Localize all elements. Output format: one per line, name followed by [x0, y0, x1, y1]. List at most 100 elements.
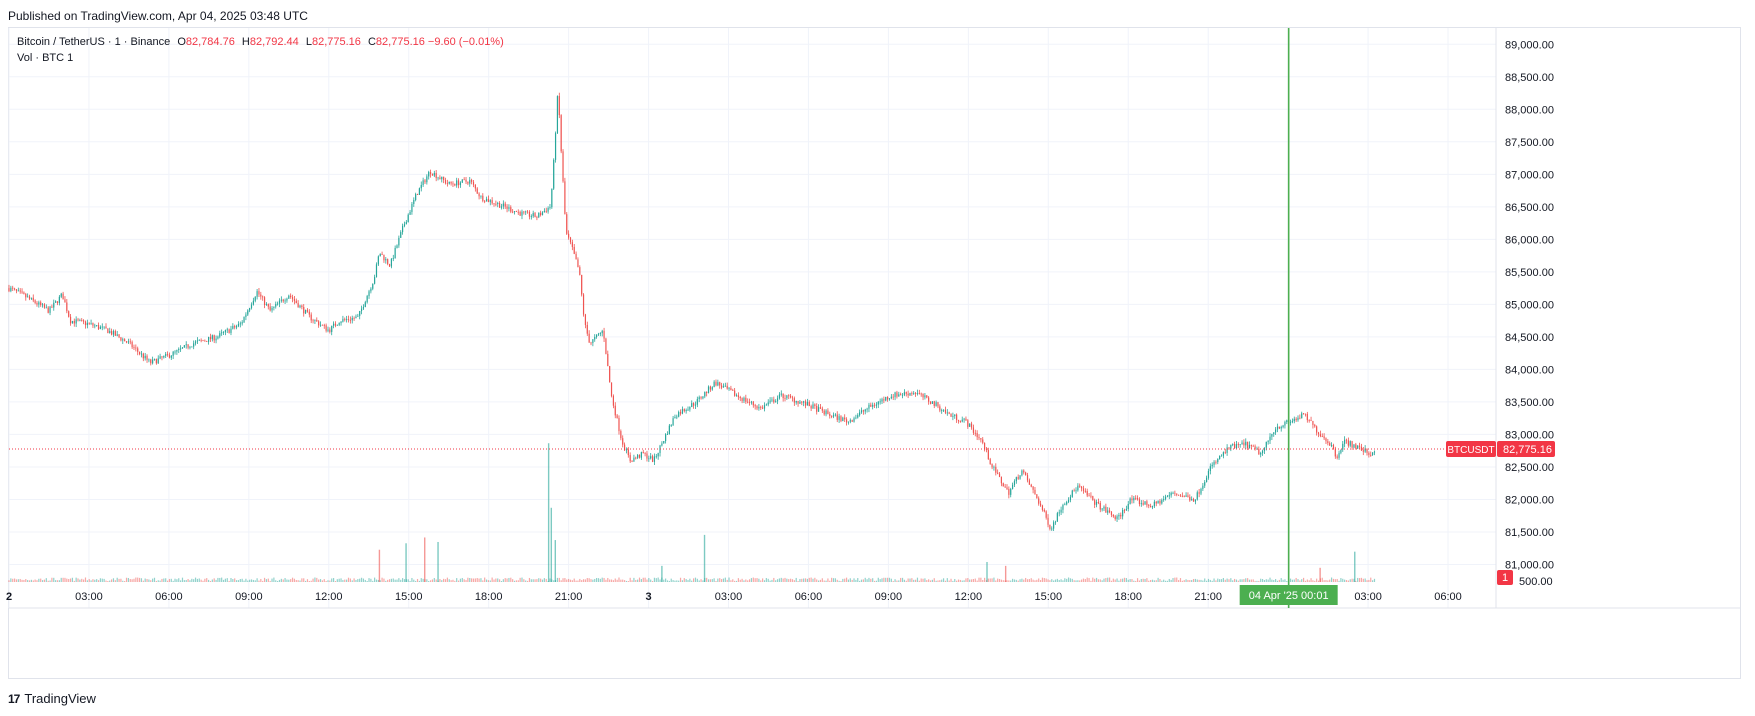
volume-bar [776, 579, 779, 582]
candle-body [560, 115, 562, 152]
volume-bar [334, 581, 337, 582]
candle-body [814, 404, 816, 407]
volume-bar [836, 579, 838, 582]
candle-body [84, 321, 87, 326]
volume-bar [12, 578, 14, 582]
volume-bar [284, 578, 286, 582]
volume-bar [665, 578, 667, 582]
price-tick-label: 86,000.00 [1505, 234, 1554, 246]
candle-body [646, 453, 648, 459]
candle-body [791, 397, 794, 399]
candle-body [676, 416, 678, 418]
candle-body [1178, 494, 1180, 496]
footer-brand[interactable]: 17 TradingView [8, 691, 96, 706]
volume-bar [670, 578, 672, 582]
candle-body [463, 179, 465, 181]
volume-bar [1094, 578, 1096, 582]
volume-bar [172, 580, 174, 582]
volume-bar [168, 578, 171, 582]
volume-bar [194, 577, 197, 582]
volume-bar [1198, 579, 1200, 582]
candle-body [706, 391, 708, 393]
candle-body [1205, 477, 1208, 483]
candle-body [109, 331, 111, 334]
volume-bar [15, 579, 18, 582]
volume-bar [1150, 580, 1152, 582]
volume-bar [222, 579, 225, 582]
candle-body [1344, 439, 1346, 444]
volume-bar [489, 580, 491, 582]
candle-body [260, 294, 262, 297]
volume-bar [720, 579, 723, 582]
volume-value: 1 [67, 52, 74, 64]
volume-bar [519, 577, 521, 582]
candle-body [81, 320, 83, 321]
candle-body [562, 151, 564, 182]
candle-body [819, 407, 822, 409]
volume-bar [637, 579, 639, 582]
candle-body [670, 425, 672, 426]
symbol-label[interactable]: Bitcoin / TetherUS · 1 · Binance [17, 36, 171, 48]
candle-body [273, 306, 275, 308]
volume-bar [297, 580, 299, 582]
volume-bar [493, 579, 495, 582]
candle-body [446, 183, 448, 185]
volume-spike [405, 543, 407, 582]
candle-body [993, 466, 995, 468]
time-tick-label: 03:00 [1354, 591, 1382, 603]
volume-bar [90, 580, 92, 582]
volume-bar [181, 577, 184, 582]
volume-bar [69, 578, 72, 582]
volume-bar [1275, 579, 1277, 582]
volume-bar [243, 580, 245, 582]
volume-bar [344, 579, 346, 582]
candle-body [924, 395, 926, 398]
candle-body [170, 355, 172, 358]
volume-bar [957, 579, 960, 582]
candle-body [1219, 455, 1221, 459]
volume-bars [8, 443, 1376, 582]
candle-body [17, 290, 19, 292]
candle-body [1364, 448, 1366, 452]
volume-bar [1302, 577, 1305, 582]
volume-bar [1062, 580, 1064, 582]
candle-body [642, 452, 644, 454]
candle-body [618, 417, 620, 432]
volume-bar [112, 578, 115, 582]
candle-body [64, 299, 66, 303]
price-tick-label: 85,500.00 [1505, 267, 1554, 279]
volume-bar [497, 578, 499, 582]
volume-bar [1299, 580, 1301, 582]
candle-body [888, 398, 891, 400]
low-value: 82,775.16 [311, 36, 361, 48]
candle-body [1351, 441, 1353, 448]
volume-bar [1353, 578, 1355, 582]
candle-body [90, 323, 92, 324]
candle-body [491, 200, 493, 204]
candle-body [213, 335, 215, 341]
volume-bar [873, 580, 876, 582]
candle-body [1045, 511, 1047, 518]
volume-spike [986, 561, 988, 582]
candle-body [758, 406, 760, 409]
volume-bar [683, 578, 685, 582]
volume-bar [1293, 579, 1295, 582]
candle-body [954, 414, 956, 417]
volume-bar [1273, 580, 1275, 582]
candle-body [566, 214, 568, 234]
volume-bar [140, 578, 143, 582]
volume-bar [1077, 580, 1079, 582]
candle-body [905, 392, 907, 394]
candle-body [972, 427, 975, 433]
volume-bar [653, 577, 656, 582]
candle-body [66, 302, 68, 312]
volume-label[interactable]: Vol · BTC [17, 52, 65, 64]
candle-body [392, 258, 394, 259]
volume-bar [840, 581, 842, 582]
candle-body [357, 315, 359, 317]
candle-body [933, 401, 935, 406]
volume-bar [950, 578, 952, 582]
candle-body [737, 395, 739, 397]
candle-body [10, 287, 12, 292]
